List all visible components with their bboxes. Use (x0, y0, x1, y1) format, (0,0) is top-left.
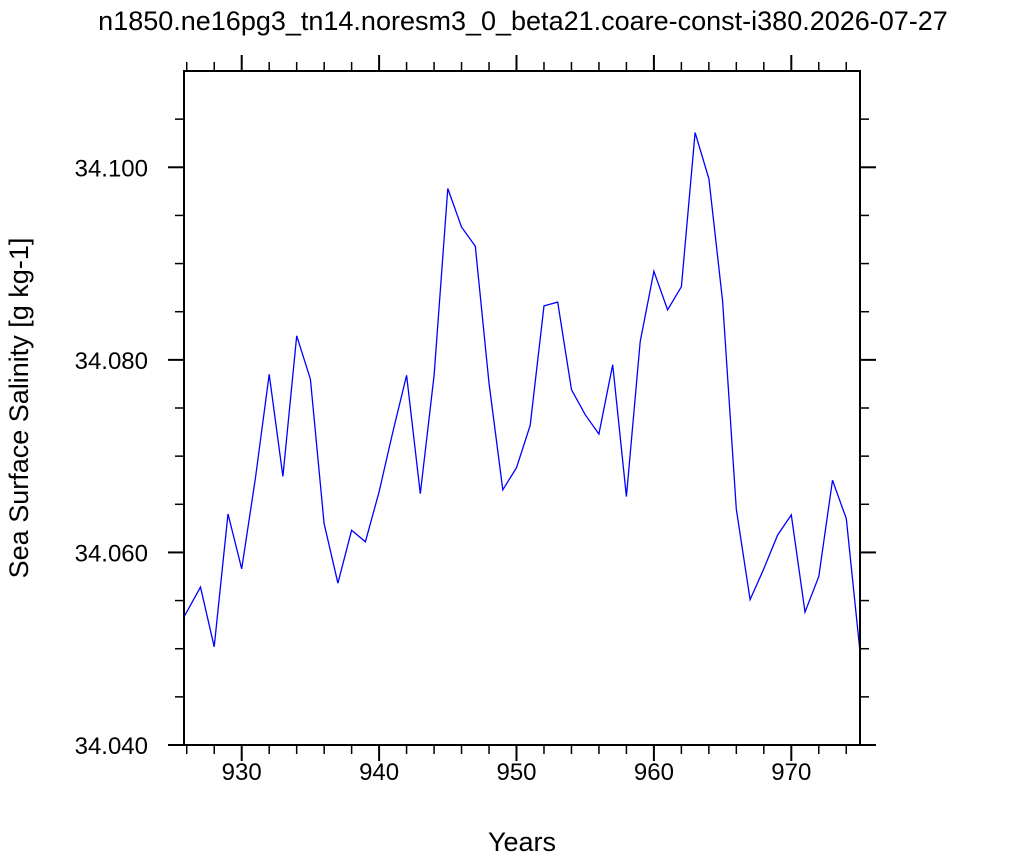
y-tick-label: 34.080 (75, 348, 148, 375)
x-tick-label: 940 (359, 759, 399, 786)
axis-tick-labels: 930 940 950 960 970 34.040 34.060 34.080 34.100 (75, 155, 812, 786)
y-tick-label: 34.040 (75, 733, 148, 760)
series-line (183, 132, 861, 652)
plot-frame (183, 70, 861, 746)
y-axis-label: Sea Surface Salinity [g kg-1] (4, 238, 34, 579)
x-axis-label: Years (488, 827, 556, 857)
x-tick-label: 950 (496, 759, 536, 786)
y-tick-label: 34.060 (75, 540, 148, 567)
plot-series (183, 132, 861, 652)
axis-ticks (168, 55, 876, 761)
x-tick-label: 930 (222, 759, 262, 786)
chart-title: n1850.ne16pg3_tn14.noresm3_0_beta21.coar… (98, 6, 948, 36)
y-tick-label: 34.100 (75, 155, 148, 182)
x-tick-label: 970 (771, 759, 811, 786)
x-tick-label: 960 (634, 759, 674, 786)
